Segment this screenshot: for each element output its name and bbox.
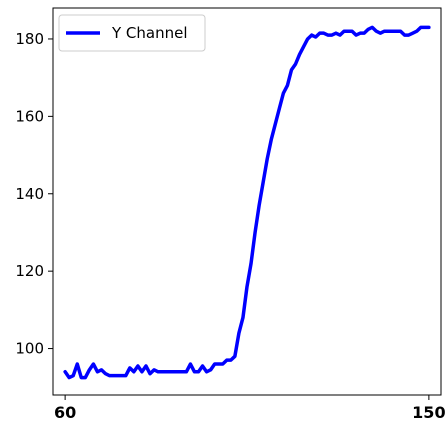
y-tick-label: 100 xyxy=(15,340,44,358)
legend-label: Y Channel xyxy=(111,24,188,42)
legend-box xyxy=(58,14,206,52)
y-tick-label: 180 xyxy=(15,30,44,48)
y-tick-label: 120 xyxy=(15,262,44,280)
y-tick-label: 140 xyxy=(15,185,44,203)
plot-frame xyxy=(52,7,442,396)
x-tick-label: 150 xyxy=(412,403,445,422)
series-layer xyxy=(63,25,431,380)
x-tick-label: 60 xyxy=(54,403,76,422)
series-line xyxy=(63,25,431,380)
y-tick-label: 160 xyxy=(15,107,44,125)
x-axis: 60 150 xyxy=(54,395,446,422)
legend: Y Channel xyxy=(58,14,206,52)
y-axis: 100 120 140 160 180 xyxy=(15,30,53,358)
